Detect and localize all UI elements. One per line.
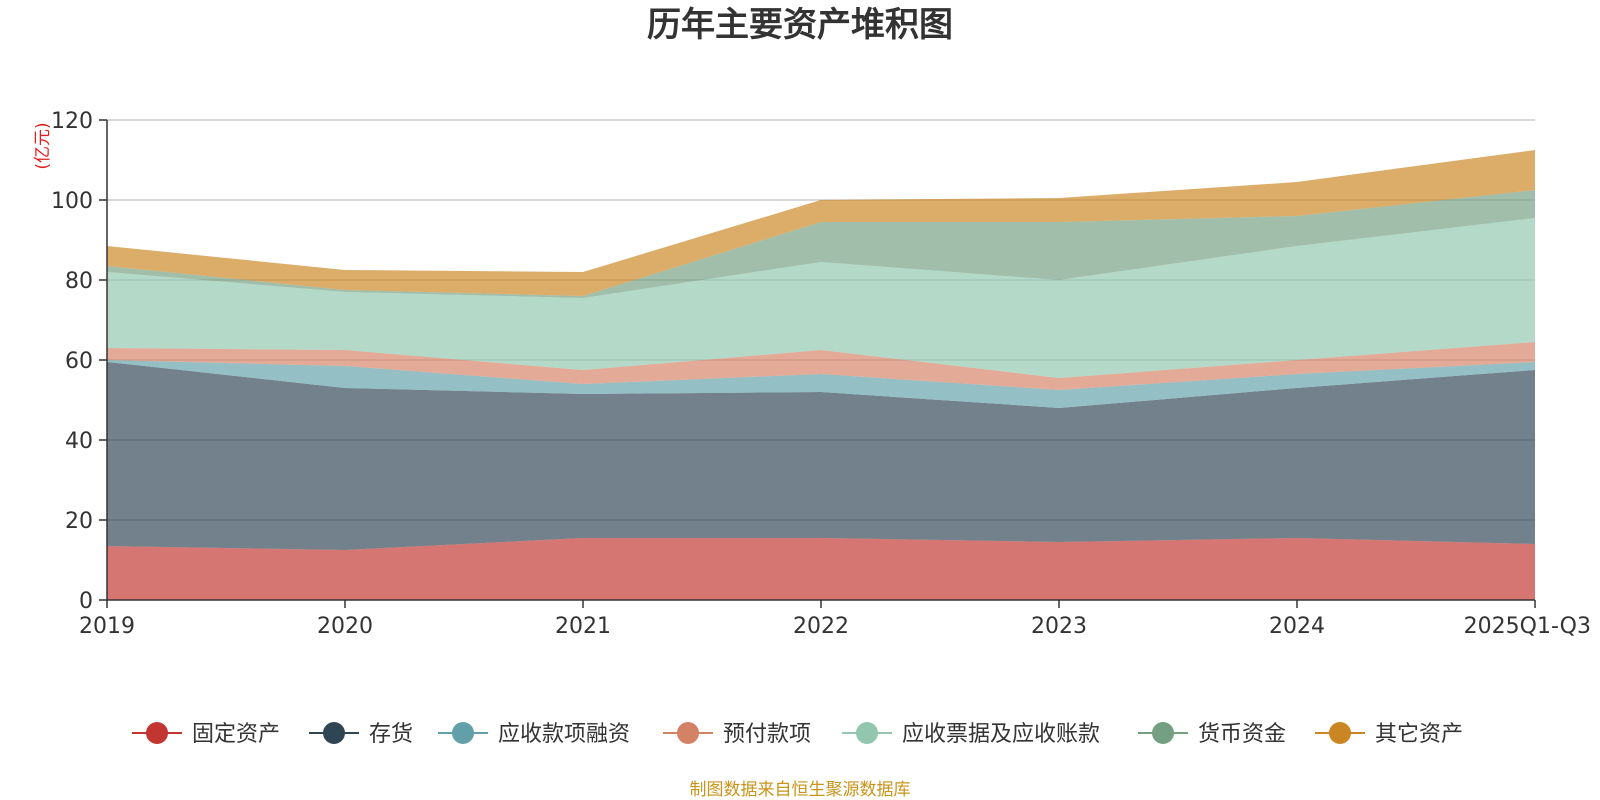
y-tick-label: 60	[65, 349, 93, 374]
legend-marker	[146, 722, 168, 744]
area-series	[107, 538, 1535, 600]
legend-label: 应收票据及应收账款	[902, 722, 1100, 747]
legend: 固定资产 存货 应收款项融资 预付款项 应收票据及应收账款 货币资金 其它资产	[132, 722, 1463, 747]
legend-marker	[1329, 722, 1351, 744]
legend-item[interactable]: 固定资产	[132, 722, 280, 747]
legend-item[interactable]: 应收款项融资	[438, 722, 630, 747]
legend-label: 存货	[369, 722, 413, 747]
y-tick-label: 100	[51, 189, 93, 214]
x-tick-label: 2023	[1031, 614, 1087, 639]
legend-label: 固定资产	[192, 722, 280, 747]
axes: 0 20 40 60 80 100 120 2019 2020 2021 2022 2023 2024 2…	[51, 109, 1591, 639]
x-tick-label: 2019	[79, 614, 135, 639]
legend-marker	[677, 722, 699, 744]
y-tick-label: 120	[51, 109, 93, 134]
y-axis-unit-label: (亿元)	[33, 122, 53, 169]
legend-label: 货币资金	[1198, 722, 1286, 747]
legend-item[interactable]: 货币资金	[1138, 722, 1286, 747]
chart-title: 历年主要资产堆积图	[647, 5, 953, 45]
legend-item[interactable]: 应收票据及应收账款	[842, 722, 1100, 747]
legend-item[interactable]: 存货	[309, 722, 413, 747]
area-series	[107, 360, 1535, 408]
y-tick-label: 80	[65, 269, 93, 294]
x-tick-label: 2021	[555, 614, 611, 639]
area-series	[107, 190, 1535, 298]
x-tick-label: 2024	[1269, 614, 1325, 639]
y-tick-label: 20	[65, 509, 93, 534]
source-note: 制图数据来自恒生聚源数据库	[690, 780, 911, 800]
legend-item[interactable]: 其它资产	[1315, 722, 1463, 747]
legend-marker	[452, 722, 474, 744]
x-tick-label: 2020	[317, 614, 373, 639]
area-series	[107, 362, 1535, 550]
legend-label: 应收款项融资	[498, 722, 630, 747]
legend-item[interactable]: 预付款项	[663, 722, 811, 747]
area-series	[107, 218, 1535, 378]
legend-marker	[856, 722, 878, 744]
legend-marker	[323, 722, 345, 744]
x-tick-label: 2022	[793, 614, 849, 639]
x-tick-label: 2025Q1-Q3	[1464, 614, 1591, 639]
legend-label: 其它资产	[1375, 722, 1463, 747]
y-tick-label: 40	[65, 429, 93, 454]
legend-label: 预付款项	[723, 722, 811, 747]
area-series	[107, 342, 1535, 390]
area-series-group	[107, 150, 1535, 600]
legend-marker	[1152, 722, 1174, 744]
y-tick-label: 0	[79, 589, 93, 614]
